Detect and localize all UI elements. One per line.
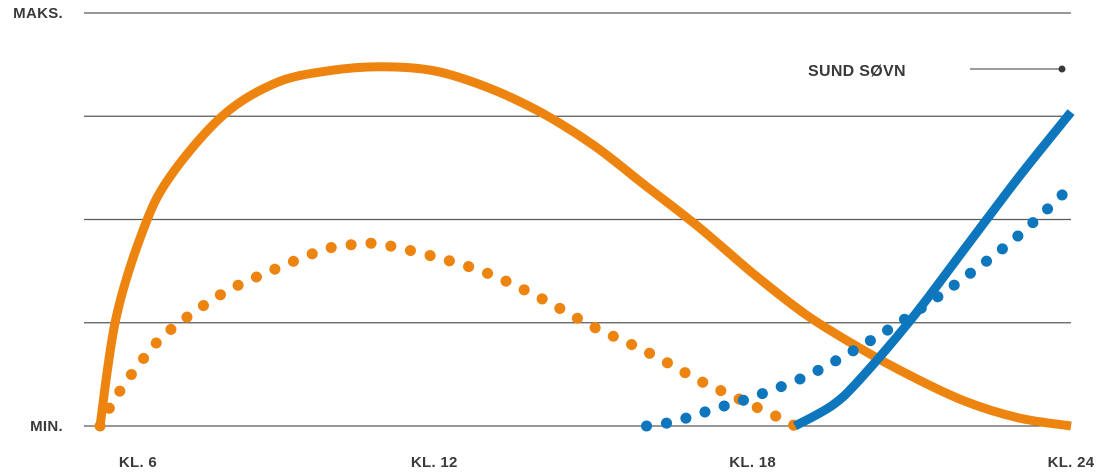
legend-label: SUND SØVN xyxy=(808,63,906,80)
legend-dot xyxy=(1058,65,1066,73)
y-tick-label-0: MIN. xyxy=(30,418,63,435)
orange-dotted-line xyxy=(94,237,801,432)
blue-dotted-line xyxy=(641,181,1077,432)
gridlines xyxy=(84,12,1071,427)
x-tick-label-0: KL. 6 xyxy=(119,454,157,471)
x-axis-labels: KL. 6 KL. 12 KL. 18 KL. 24 xyxy=(119,454,1095,471)
x-tick-label-2: KL. 18 xyxy=(729,454,776,471)
series-layer xyxy=(94,62,1077,432)
legend: SUND SØVN xyxy=(808,63,1066,80)
x-tick-label-3: KL. 24 xyxy=(1048,454,1095,471)
orange-solid-line xyxy=(95,62,1072,431)
x-tick-label-1: KL. 12 xyxy=(411,454,458,471)
y-axis-labels: MIN. MAKS. xyxy=(13,5,63,435)
y-tick-label-1: MAKS. xyxy=(13,5,63,22)
blue-solid-line xyxy=(792,109,1075,430)
